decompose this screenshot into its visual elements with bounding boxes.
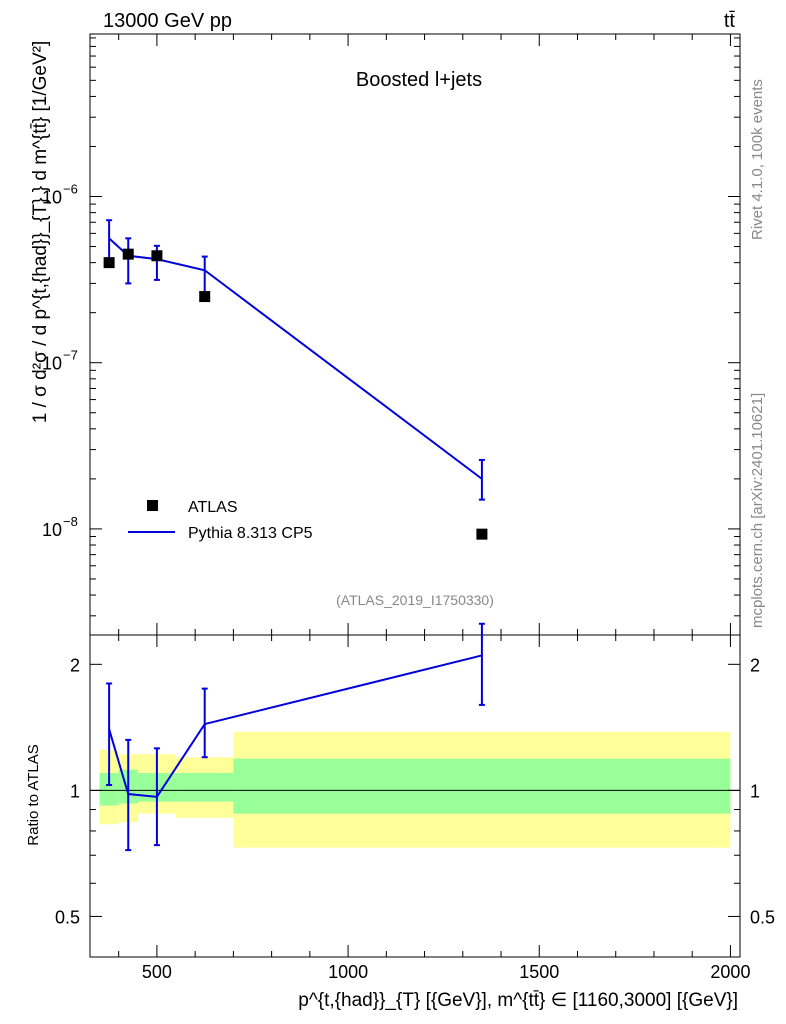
- ratio-plot-marks: [106, 622, 485, 852]
- ratio-inner-band: [176, 773, 234, 802]
- x-tick-label: 2000: [710, 962, 750, 982]
- mcplots-label: mcplots.cern.ch [arXiv:2401.10621]: [749, 393, 766, 628]
- main-y-tick-exponent: −8: [63, 514, 78, 529]
- atlas-data-point: [199, 291, 211, 303]
- ratio-y-tick-label: 2: [70, 655, 80, 675]
- pythia-line: [108, 237, 483, 480]
- main-plot-frame: [89, 33, 741, 636]
- analysis-label: (ATLAS_2019_I1750330): [336, 592, 494, 608]
- atlas-data-point: [476, 528, 488, 540]
- ratio-y-tick-label-right: 0.5: [750, 907, 775, 927]
- ratio-y-tick-label-right: 1: [750, 781, 760, 801]
- process-label: tt̄: [724, 10, 736, 32]
- ratio-axis-ticks: 500 1000 1500 2000 0.5 0.5 1 1 2 2: [55, 635, 775, 982]
- atlas-data-point: [151, 250, 163, 262]
- x-tick-label: 1500: [519, 962, 559, 982]
- main-y-tick-label: 10: [42, 354, 62, 374]
- x-tick-label: 500: [142, 962, 172, 982]
- ratio-y-tick-label: 0.5: [55, 907, 80, 927]
- main-y-tick-label: 10: [42, 520, 62, 540]
- legend-pythia-label: Pythia 8.313 CP5: [188, 525, 313, 542]
- legend-atlas-label: ATLAS: [188, 499, 238, 516]
- main-y-axis-label: 1 / σ d²σ / d p^{t,{had}}_{T} } d m^{tt̄…: [30, 41, 51, 423]
- atlas-data-point: [122, 248, 134, 260]
- ratio-plot-frame: [89, 634, 741, 958]
- ratio-uncertainty-bands: [99, 731, 731, 848]
- main-y-tick-exponent: −6: [63, 182, 78, 197]
- rivet-version-label: Rivet 4.1.0, 100k events: [749, 79, 766, 240]
- atlas-data-point: [103, 257, 115, 269]
- ratio-y-tick-label-right: 2: [750, 655, 760, 675]
- ratio-y-axis-label: Ratio to ATLAS: [25, 744, 42, 845]
- x-tick-label: 1000: [328, 962, 368, 982]
- ratio-inner-band: [233, 758, 731, 814]
- legend-atlas-marker: [147, 500, 158, 511]
- ratio-inner-band: [99, 773, 119, 806]
- energy-label: 13000 GeV pp: [103, 10, 232, 32]
- x-axis-label: p^{t,{had}}_{T} [{GeV}], m^{tt̄} ∈ [1160…: [298, 990, 738, 1011]
- main-y-tick-label: 10: [42, 188, 62, 208]
- plot-title: Boosted l+jets: [356, 69, 482, 91]
- legend: ATLAS Pythia 8.313 CP5: [128, 499, 313, 542]
- main-plot-marks: [103, 219, 488, 540]
- ratio-y-tick-label: 1: [70, 781, 80, 801]
- main-y-tick-exponent: −7: [63, 348, 78, 363]
- main-axis-ticks: 10−810−710−6: [42, 34, 740, 635]
